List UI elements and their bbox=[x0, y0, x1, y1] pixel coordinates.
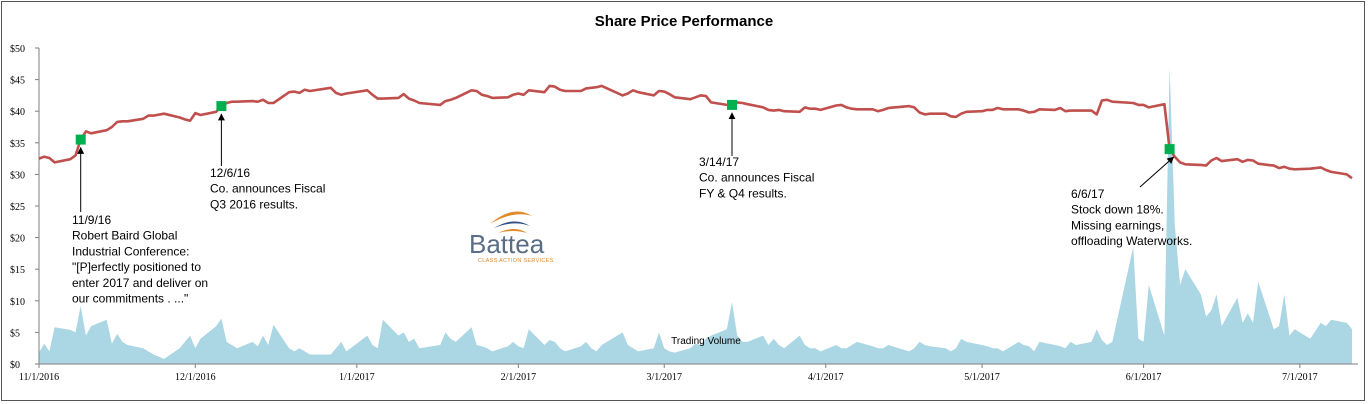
event-marker bbox=[216, 101, 227, 112]
y-tick-label: $50 bbox=[10, 44, 25, 55]
volume-series-label: Trading Volume bbox=[671, 336, 741, 347]
logo-wordmark: Battea bbox=[469, 229, 545, 259]
x-tick-label: 4/1/2017 bbox=[808, 372, 844, 383]
annotation-text: 6/6/17 Stock down 18%. Missing earnings, of… bbox=[1071, 187, 1192, 248]
x-tick-label: 12/1/2016 bbox=[175, 372, 216, 383]
annotation-line: enter 2017 and deliver on bbox=[72, 276, 208, 290]
volume-layer: Trading Volume bbox=[39, 67, 1352, 364]
y-tick-label: $45 bbox=[10, 76, 25, 87]
y-tick-label: $15 bbox=[10, 265, 25, 276]
annotation-line: Stock down 18%. bbox=[1071, 203, 1164, 217]
y-tick-label: $0 bbox=[10, 360, 20, 371]
annotation-line: 3/14/17 bbox=[699, 155, 739, 169]
annotation-line: Industrial Conference: bbox=[72, 244, 189, 258]
y-tick-label: $30 bbox=[10, 170, 25, 181]
volume-area bbox=[39, 67, 1352, 364]
annotation-line: Co. announces Fiscal bbox=[699, 171, 814, 185]
event-marker bbox=[727, 99, 737, 110]
x-tick-label: 1/1/2017 bbox=[339, 372, 375, 383]
annotation-line: FY & Q4 results. bbox=[699, 186, 787, 200]
price-line bbox=[38, 84, 1353, 180]
x-tick-label: 6/1/2017 bbox=[1126, 372, 1162, 383]
chart-title: Share Price Performance bbox=[595, 13, 773, 30]
y-tick-label: $20 bbox=[10, 234, 25, 245]
annotation-text: 12/6/16 Co. announces Fiscal Q3 2016 resul… bbox=[210, 166, 325, 211]
logo-tagline: CLASS ACTION SERVICES bbox=[478, 258, 554, 264]
event-marker bbox=[75, 134, 86, 145]
annotation-line: offloading Waterworks. bbox=[1071, 234, 1192, 248]
annotation-line: Co. announces Fiscal bbox=[210, 182, 325, 196]
annotation-line: our commitments . ..." bbox=[72, 292, 188, 306]
annotation-line: Robert Baird Global bbox=[72, 229, 177, 243]
y-tick-label: $25 bbox=[10, 202, 25, 213]
event-marker bbox=[1164, 144, 1175, 155]
logo-swoosh-orange bbox=[490, 211, 532, 224]
y-tick-label: $5 bbox=[10, 328, 20, 339]
y-tick-label: $10 bbox=[10, 297, 25, 308]
x-tick-label: 2/1/2017 bbox=[501, 372, 537, 383]
logo-swoosh-blue bbox=[494, 221, 530, 228]
annotation-line: "[P]erfectly positioned to bbox=[72, 260, 201, 274]
x-tick-label: 5/1/2017 bbox=[964, 372, 1000, 383]
y-tick-label: $35 bbox=[10, 139, 25, 150]
annotation-text: 3/14/17 Co. announces Fiscal FY & Q4 resul… bbox=[699, 155, 814, 200]
price-layer bbox=[38, 84, 1353, 180]
annotation-line: 12/6/16 bbox=[210, 166, 250, 180]
logo-swoosh-orange-2 bbox=[498, 229, 527, 233]
annotation-line: 6/6/17 bbox=[1071, 187, 1105, 201]
battea-logo: Battea CLASS ACTION SERVICES bbox=[469, 211, 554, 264]
x-tick-label: 7/1/2017 bbox=[1282, 372, 1318, 383]
x-tick-label: 11/1/2016 bbox=[19, 372, 59, 383]
annotation-line: 11/9/16 bbox=[72, 213, 111, 227]
y-tick-label: $40 bbox=[10, 107, 25, 118]
annotation-line: Q3 2016 results. bbox=[210, 197, 298, 211]
annotations-layer: 11/9/16 Robert Baird Global Industrial Con… bbox=[72, 112, 1192, 306]
annotation-text: 11/9/16 Robert Baird Global Industrial Con… bbox=[72, 213, 208, 306]
axes-layer: $0 $5 $10 $15 $20 $25 $30 $35 $40 $45 $50 11/1/2016… bbox=[10, 44, 1358, 383]
annotation-line: Missing earnings, bbox=[1071, 218, 1164, 232]
annotation-arrow bbox=[1139, 156, 1175, 188]
x-tick-label: 3/1/2017 bbox=[646, 372, 682, 383]
